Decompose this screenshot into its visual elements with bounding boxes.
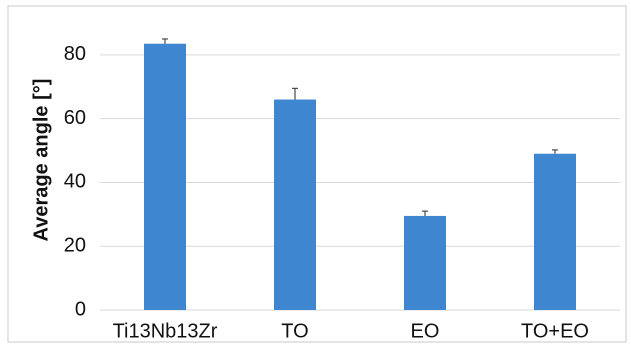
y-tick-label: 80 <box>64 43 86 65</box>
y-tick-label: 0 <box>75 298 86 320</box>
y-tick-labels: 0 20 40 60 80 <box>64 43 86 320</box>
y-tick-label: 20 <box>64 235 86 257</box>
bars <box>144 43 576 311</box>
bar <box>404 215 446 310</box>
x-tick-label: TO+EO <box>521 320 589 342</box>
y-tick-label: 60 <box>64 107 86 129</box>
gridlines <box>100 54 620 311</box>
y-axis-title: Average angle [°] <box>30 79 52 242</box>
bar <box>144 43 186 310</box>
y-tick-label: 40 <box>64 171 86 193</box>
x-tick-label: TO <box>281 320 308 342</box>
bar <box>534 153 576 310</box>
chart-frame <box>7 5 627 343</box>
x-tick-label: Ti13Nb13Zr <box>113 320 218 342</box>
x-tick-labels: Ti13Nb13Zr TO EO TO+EO <box>113 320 589 342</box>
error-bars <box>162 38 558 216</box>
x-tick-label: EO <box>411 320 440 342</box>
bar <box>274 99 316 311</box>
